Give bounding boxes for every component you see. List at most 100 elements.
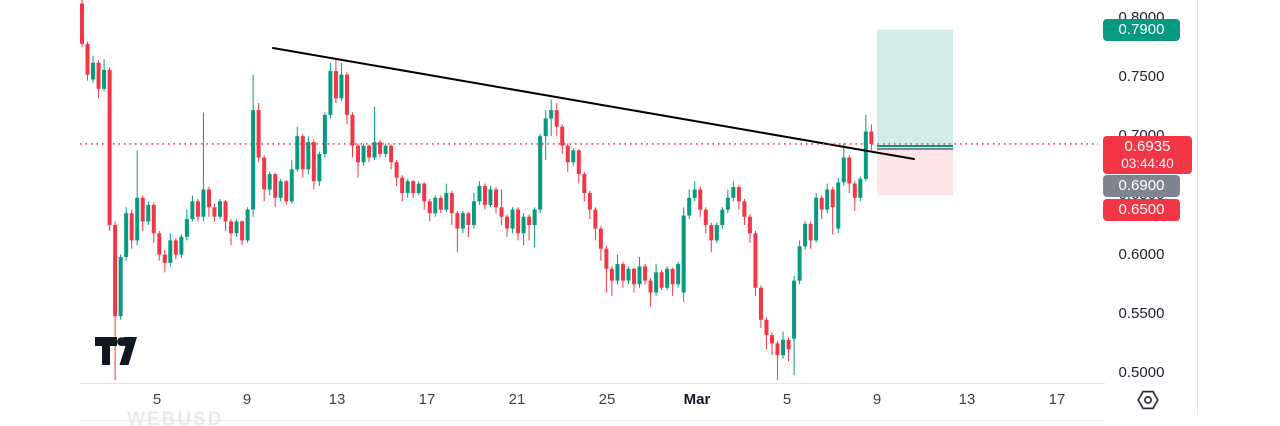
candle-body	[681, 215, 686, 293]
candle-body	[814, 197, 819, 241]
candle-body	[632, 268, 636, 285]
candle-body	[262, 157, 267, 190]
candle-body	[295, 136, 300, 170]
price-axis-tick: 0.7500	[1118, 68, 1165, 85]
candle-body	[494, 189, 498, 208]
candle-body	[620, 264, 625, 281]
candle-body	[742, 201, 747, 217]
candle-body	[317, 153, 322, 182]
candle-body	[416, 183, 421, 194]
candle-body	[350, 114, 355, 146]
candle-body	[422, 183, 427, 202]
candle-body	[162, 254, 167, 263]
candle-body	[576, 150, 581, 175]
candle-body	[361, 145, 366, 163]
candle-body	[179, 236, 184, 255]
candle-body	[229, 221, 234, 234]
time-axis-tick: 5	[152, 391, 162, 408]
price-axis-tick: 0.6000	[1118, 245, 1165, 263]
candle-body	[107, 69, 112, 225]
entry-price-label[interactable]: 0.6900	[1103, 174, 1180, 197]
long-position-loss-zone[interactable]	[877, 148, 953, 196]
candle-body	[516, 209, 521, 234]
time-axis-tick: Mar	[683, 391, 711, 408]
candle-body	[863, 131, 868, 179]
candle-body	[190, 201, 195, 220]
current-price-value: 0.6935	[1124, 137, 1171, 155]
candle-body	[554, 110, 559, 127]
stop-loss-price-label[interactable]: 0.6500	[1103, 198, 1180, 221]
descending-trendline[interactable]	[272, 47, 915, 160]
candle-body	[598, 228, 603, 249]
candle-body	[736, 187, 741, 202]
candle-body	[841, 157, 846, 183]
candle-body	[764, 319, 769, 336]
candle-body	[869, 131, 874, 144]
candle-body	[322, 114, 327, 154]
candle-body	[129, 213, 134, 241]
symbol-watermark: WEBUSD	[127, 409, 224, 426]
candle-body	[797, 246, 802, 281]
time-scale-separator	[80, 383, 1105, 384]
candle-body	[206, 189, 211, 208]
candle-body	[792, 280, 797, 339]
take-profit-price-label[interactable]: 0.7900	[1103, 18, 1180, 41]
candle-body	[273, 174, 278, 198]
candle-body	[477, 185, 482, 202]
candle-body	[582, 174, 587, 194]
candle-body	[400, 177, 405, 194]
candle-body	[195, 201, 200, 217]
candle-body	[251, 110, 256, 210]
candle-body	[858, 178, 863, 198]
settings-hexagon-icon[interactable]	[1135, 388, 1161, 412]
candle-body	[488, 189, 493, 205]
candle-body	[665, 268, 670, 288]
candle-body	[510, 209, 515, 229]
candle-body	[444, 193, 449, 210]
candle-body	[714, 225, 719, 241]
candle-body	[102, 69, 107, 89]
long-position-profit-zone[interactable]	[877, 29, 953, 149]
candle-body	[758, 287, 763, 320]
candle-body	[571, 150, 576, 163]
candle-body	[455, 213, 460, 229]
bottom-border-line	[80, 420, 1105, 421]
candle-body	[803, 223, 808, 247]
candle-body	[91, 62, 96, 80]
candle-body	[471, 201, 476, 225]
candle-body	[146, 204, 151, 222]
candle-body	[670, 268, 675, 285]
candle-body	[433, 197, 438, 214]
candle-body	[604, 248, 609, 269]
candle-body	[698, 189, 703, 210]
candle-body	[405, 181, 410, 194]
candle-body	[449, 193, 454, 214]
candle-body	[731, 187, 736, 198]
candle-body	[460, 213, 465, 229]
candle-body	[637, 266, 642, 285]
time-axis-tick: 9	[242, 391, 252, 408]
candle-body	[720, 209, 725, 225]
candle-body	[284, 181, 289, 202]
candle-body	[499, 207, 504, 217]
candle-body	[505, 216, 510, 229]
candle-body	[830, 189, 835, 208]
candle-body	[808, 223, 813, 241]
candle-body	[339, 74, 344, 99]
candles-series	[80, 0, 874, 381]
time-axis-tick: 17	[1048, 391, 1066, 408]
candle-body	[118, 256, 123, 317]
candle-body	[212, 207, 217, 217]
candle-body	[427, 201, 432, 214]
candle-body	[654, 272, 659, 293]
candle-body	[328, 71, 333, 115]
candle-body	[356, 145, 360, 163]
candle-body	[85, 43, 90, 75]
candle-body	[173, 240, 178, 255]
tradingview-logo[interactable]	[95, 337, 137, 367]
candle-body	[543, 118, 548, 137]
candle-body	[234, 221, 239, 234]
time-axis-tick: 13	[328, 391, 346, 408]
time-axis-tick: 17	[418, 391, 436, 408]
